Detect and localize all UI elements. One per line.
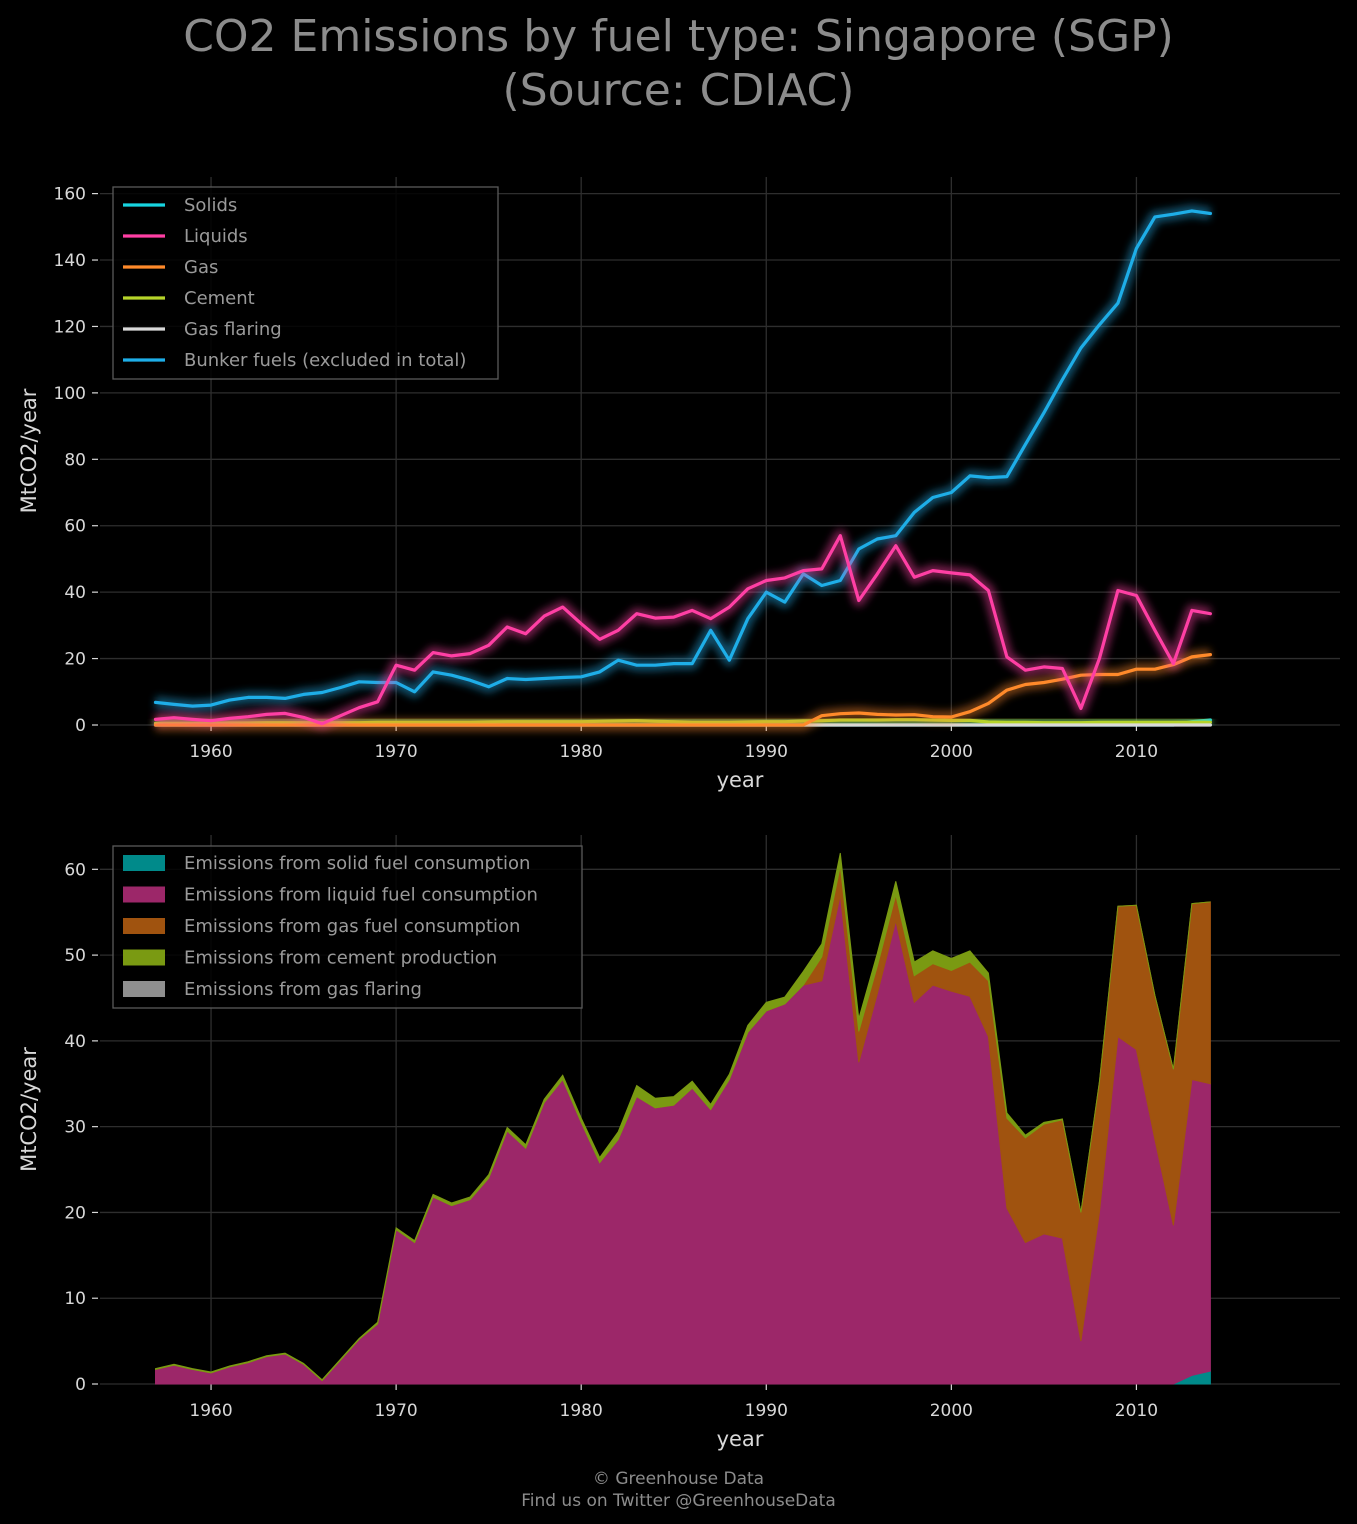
chart1-x-axis-label: year (717, 768, 764, 792)
chart2-legend-swatch (123, 918, 165, 934)
chart1-ytick-label: 100 (54, 384, 86, 404)
chart1-ytick-label: 160 (54, 185, 86, 205)
chart2-xtick-label: 2010 (1115, 1401, 1158, 1421)
chart1-ytick-label: 60 (64, 517, 86, 537)
chart1-ytick-label: 140 (54, 251, 86, 271)
chart2-legend-label: Emissions from solid fuel consumption (184, 853, 530, 874)
chart1-legend-label: Liquids (184, 226, 248, 247)
chart2-legend-swatch (123, 981, 165, 997)
chart1-legend-label: Bunker fuels (excluded in total) (184, 350, 466, 371)
chart2-y-axis-label: MtCO2/year (17, 1047, 41, 1172)
chart2-legend-label: Emissions from gas flaring (184, 979, 422, 1000)
chart1-legend-frame (112, 186, 499, 380)
chart1-xtick-label: 1960 (189, 742, 232, 762)
chart2-xtick-label: 1970 (374, 1401, 417, 1421)
series-line-bunker-fuels-excluded-in-total (153, 209, 1213, 708)
chart1-legend-label: Solids (184, 195, 237, 216)
chart2-xtick-label: 1980 (560, 1401, 603, 1421)
series-line-liquids (153, 534, 1213, 726)
footer-copyright: © Greenhouse Data (592, 1469, 765, 1489)
chart1-ytick-label: 20 (64, 650, 86, 670)
chart2-xtick-label: 1960 (189, 1401, 232, 1421)
chart2-ytick-label: 30 (64, 1118, 86, 1138)
chart1-legend-label: Gas flaring (184, 319, 282, 340)
stacked-area-chart: 1960 1970 1980 1990 2000 2010 0 10 20 30 40 50 60 yea… (17, 835, 1340, 1451)
chart2-x-axis-label: year (717, 1427, 764, 1451)
chart2-legend-swatch (123, 886, 165, 903)
chart1-xtick-label: 2000 (930, 742, 973, 762)
chart2-legend-label: Emissions from liquid fuel consumption (184, 885, 538, 906)
chart2-areas (155, 852, 1211, 1385)
chart1-legend: Solids Liquids Gas Cement Gas flaring Bunker … (112, 186, 499, 380)
chart2-legend-label: Emissions from gas fuel consumption (184, 916, 520, 937)
chart2-xtick-label: 1990 (745, 1401, 788, 1421)
chart2-legend-swatch (123, 855, 165, 871)
line-chart: 1960 1970 1980 1990 2000 2010 0 20 40 60 80 100 120 1… (17, 177, 1340, 792)
area-emissions-from-cement-production (155, 852, 1211, 1382)
chart-title: CO2 Emissions by fuel type: Singapore (S… (0, 10, 1357, 118)
chart1-y-axis-label: MtCO2/year (17, 388, 41, 513)
title-line-1: CO2 Emissions by fuel type: Singapore (S… (183, 11, 1174, 62)
chart1-legend-label: Cement (184, 288, 255, 309)
chart1-xtick-label: 1970 (374, 742, 417, 762)
chart2-legend-swatch (123, 949, 165, 966)
chart1-legend-label: Gas (184, 257, 218, 278)
chart1-xtick-label: 2010 (1115, 742, 1158, 762)
chart2-ytick-label: 10 (64, 1289, 86, 1309)
chart2-ytick-label: 60 (64, 860, 86, 880)
chart2-ytick-label: 50 (64, 946, 86, 966)
chart2-legend-frame (112, 845, 583, 1009)
chart1-ytick-label: 0 (75, 716, 86, 736)
chart2-ytick-label: 20 (64, 1203, 86, 1223)
chart1-ytick-label: 120 (54, 317, 86, 337)
footer-twitter: Find us on Twitter @GreenhouseData (521, 1491, 836, 1511)
title-line-2: (Source: CDIAC) (502, 65, 855, 116)
chart2-ytick-label: 0 (75, 1375, 86, 1395)
chart2-legend-label: Emissions from cement production (184, 948, 497, 969)
chart2-xtick-label: 2000 (930, 1401, 973, 1421)
chart1-xtick-label: 1990 (745, 742, 788, 762)
footer: © Greenhouse Data Find us on Twitter @Gr… (0, 1468, 1357, 1512)
chart2-ytick-label: 40 (64, 1032, 86, 1052)
chart1-xtick-label: 1980 (560, 742, 603, 762)
chart1-ytick-label: 40 (64, 583, 86, 603)
chart2-legend: Emissions from solid fuel consumption Emi… (112, 845, 583, 1009)
chart1-ytick-label: 80 (64, 450, 86, 470)
